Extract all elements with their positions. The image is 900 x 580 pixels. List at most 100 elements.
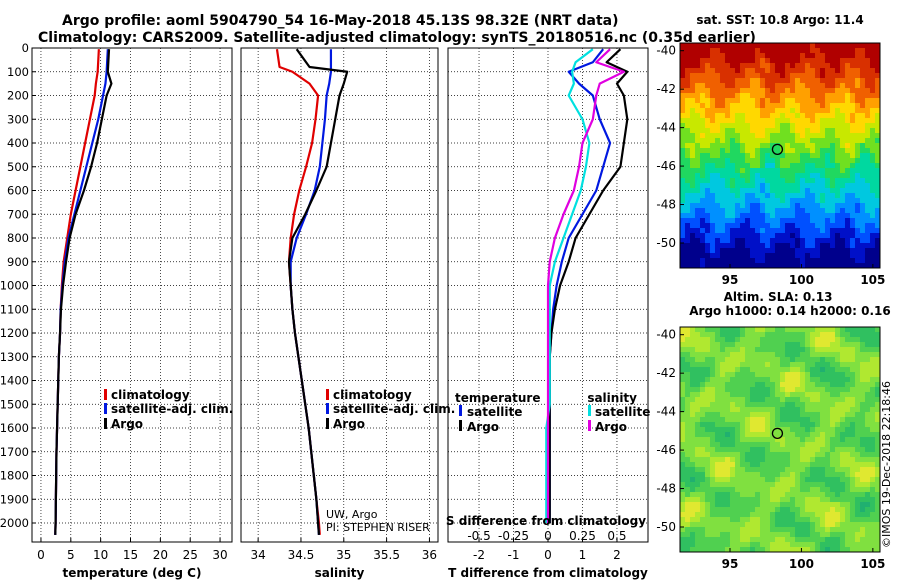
map-cell [825, 228, 830, 233]
map-cell [695, 173, 700, 178]
map-cell [790, 327, 795, 332]
map-cell [850, 128, 855, 133]
map-cell [855, 377, 860, 382]
map-cell [795, 442, 800, 447]
map-cell [795, 332, 800, 337]
map-y-tick-label: -44 [656, 405, 676, 419]
map-cell [795, 482, 800, 487]
map-cell [715, 153, 720, 158]
map-cell [800, 442, 805, 447]
map-cell [820, 402, 825, 407]
map-cell [685, 392, 690, 397]
map-cell [830, 253, 835, 258]
map-cell [720, 198, 725, 203]
map-cell [685, 457, 690, 462]
map-cell [695, 258, 700, 263]
map-cell [765, 527, 770, 532]
map-cell [860, 53, 865, 58]
map-cell [860, 352, 865, 357]
map-cell [830, 198, 835, 203]
map-cell [820, 248, 825, 253]
map-cell [785, 48, 790, 53]
map-cell [870, 452, 875, 457]
map-cell [720, 512, 725, 517]
map-cell [800, 218, 805, 223]
map-cell [775, 238, 780, 243]
map-cell [780, 43, 785, 48]
map-cell [760, 407, 765, 412]
map-cell [870, 412, 875, 417]
map-cell [755, 193, 760, 198]
map-cell [865, 357, 870, 362]
map-cell [760, 143, 765, 148]
map-cell [820, 362, 825, 367]
map-cell [780, 477, 785, 482]
x-tick-label: 15 [123, 548, 138, 562]
map-cell [785, 547, 790, 552]
map-cell [825, 522, 830, 527]
map-cell [830, 128, 835, 133]
map-cell [790, 507, 795, 512]
map-cell [810, 263, 815, 268]
map-cell [725, 437, 730, 442]
map-cell [720, 233, 725, 238]
map-cell [700, 542, 705, 547]
map-cell [700, 422, 705, 427]
map-cell [730, 497, 735, 502]
map-cell [795, 462, 800, 467]
map-cell [815, 512, 820, 517]
map-cell [685, 113, 690, 118]
map-cell [815, 73, 820, 78]
map-cell [795, 397, 800, 402]
map-cell [755, 83, 760, 88]
map-cell [830, 148, 835, 153]
map-cell [795, 337, 800, 342]
map-cell [790, 527, 795, 532]
map-cell [745, 168, 750, 173]
map-cell [860, 387, 865, 392]
map-cell [770, 377, 775, 382]
map-cell [780, 472, 785, 477]
map-cell [700, 88, 705, 93]
map-cell [725, 517, 730, 522]
x-tick-label: 36 [422, 548, 437, 562]
map-cell [860, 517, 865, 522]
map-cell [780, 83, 785, 88]
map-cell [745, 477, 750, 482]
map-cell [870, 527, 875, 532]
map-cell [740, 48, 745, 53]
map-cell [865, 522, 870, 527]
map-cell [720, 263, 725, 268]
map-cell [820, 537, 825, 542]
map-cell [730, 392, 735, 397]
map-cell [765, 472, 770, 477]
map-cell [770, 88, 775, 93]
map-cell [760, 213, 765, 218]
map-cell [690, 542, 695, 547]
x-tick-label: 35.5 [373, 548, 400, 562]
map-cell [850, 108, 855, 113]
map-cell [710, 462, 715, 467]
legend-label-0: climatology [111, 388, 190, 402]
map-cell [795, 467, 800, 472]
map-cell [700, 108, 705, 113]
map-cell [710, 402, 715, 407]
map-cell [695, 198, 700, 203]
map-cell [765, 337, 770, 342]
map-cell [805, 138, 810, 143]
map-cell [695, 188, 700, 193]
map-cell [720, 397, 725, 402]
map-cell [730, 223, 735, 228]
map-cell [735, 502, 740, 507]
map-cell [795, 188, 800, 193]
map-cell [715, 63, 720, 68]
map-cell [825, 382, 830, 387]
map-cell [835, 123, 840, 128]
map-cell [760, 103, 765, 108]
map-cell [850, 447, 855, 452]
map-cell [775, 462, 780, 467]
map-cell [745, 223, 750, 228]
map-cell [775, 337, 780, 342]
map-cell [755, 103, 760, 108]
map-cell [825, 68, 830, 73]
